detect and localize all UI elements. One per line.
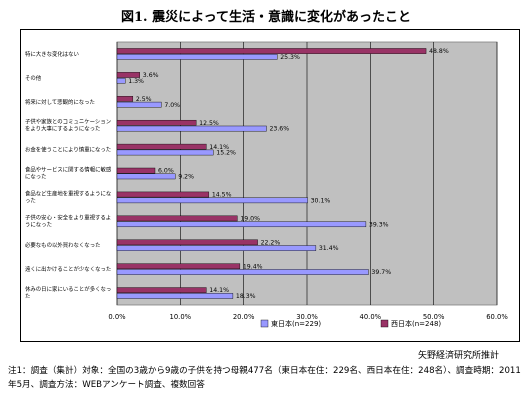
data-label: 31.4% — [319, 245, 339, 252]
data-label: 18.3% — [236, 293, 256, 300]
legend-label: 東日本(n=229) — [271, 319, 321, 328]
data-label: 22.2% — [261, 239, 281, 246]
category-label: 食品など生産地を重視するようになった — [25, 189, 112, 204]
data-label: 2.5% — [136, 96, 152, 103]
bar-east — [116, 293, 234, 299]
bar-east — [116, 245, 317, 251]
x-tick-label: 40.0% — [360, 313, 382, 321]
bar-west — [116, 119, 197, 126]
data-label: 14.1% — [209, 287, 229, 294]
data-label: 23.6% — [269, 126, 289, 133]
bar-west — [116, 96, 134, 102]
category-label: 特に大きな変化はない — [25, 50, 79, 58]
data-label: 3.6% — [143, 72, 159, 79]
bar-east — [116, 221, 367, 228]
data-label: 1.3% — [128, 78, 144, 85]
bar-east — [116, 197, 308, 204]
data-label: 6.0% — [158, 168, 174, 175]
data-label: 7.0% — [164, 102, 180, 109]
category-label: その他 — [25, 74, 42, 82]
data-label: 25.3% — [280, 54, 300, 61]
footnote: 注1：調査（集計）対象：全国の3歳から9歳の子供を持つ母親477名（東日本在住：… — [8, 366, 521, 390]
category-label: 必要なもの以外買わなくなった — [25, 241, 100, 249]
legend-label: 西日本(n=248) — [391, 319, 441, 328]
data-label: 9.2% — [178, 174, 194, 181]
chart-title: 図1. 震災によって生活・意識に変化があったこと — [120, 10, 412, 25]
x-tick-label: 0.0% — [108, 313, 126, 321]
category-label: 子供の安心・安全をより重視するようになった — [25, 213, 111, 228]
data-label: 12.5% — [199, 120, 219, 127]
x-tick-label: 60.0% — [486, 313, 508, 321]
category-label: お金を使うことにより慎重になった — [25, 146, 111, 154]
bar-chart: 0.0% 10.0% 20.0% 30.0% 40.0% 50.0% 60.0% 特に大きな変… — [25, 41, 508, 328]
source-credit: 矢野経済研究所推計 — [418, 351, 500, 361]
data-label: 14.5% — [212, 192, 232, 199]
data-label: 19.4% — [243, 263, 263, 270]
bar-east — [116, 269, 369, 275]
x-tick-label: 10.0% — [170, 313, 192, 321]
data-label: 30.1% — [311, 197, 331, 204]
bar-east — [116, 54, 278, 60]
bar-east — [116, 101, 162, 108]
category-label: 子供や家族とのコミュニケーションをより大事にするようになった — [25, 118, 111, 133]
chart-frame: 0.0% 10.0% 20.0% 30.0% 40.0% 50.0% 60.0% 特に大きな変… — [20, 29, 520, 342]
category-label: 休みの日に家にいることが多くなった — [25, 285, 111, 300]
bar-west — [116, 239, 258, 246]
category-label: 将来に対して悲観的になった — [25, 98, 95, 106]
legend-swatch-west — [380, 319, 389, 328]
data-label: 39.7% — [371, 269, 391, 276]
category-label: 食品やサービスに関する情報に敏感になった — [25, 166, 112, 181]
x-tick-label: 20.0% — [233, 313, 255, 321]
bar-west — [116, 191, 210, 198]
bar-east — [116, 149, 214, 156]
bar-west — [116, 215, 238, 222]
bar-west — [116, 167, 156, 174]
x-tick-label: 30.0% — [296, 313, 318, 321]
bar-west — [116, 287, 207, 293]
bar-east — [116, 125, 267, 132]
data-label: 14.1% — [209, 144, 229, 151]
bar-east — [116, 77, 126, 84]
bar-west — [116, 143, 207, 150]
data-label: 39.3% — [369, 221, 389, 228]
category-label: 遠くに出かけることが少なくなった — [25, 265, 111, 273]
bar-west — [116, 72, 140, 78]
x-tick-label: 50.0% — [423, 313, 445, 321]
data-label: 15.2% — [216, 150, 236, 157]
bar-east — [116, 173, 176, 180]
legend-swatch-east — [260, 319, 269, 328]
bar-west — [116, 48, 427, 54]
bar-west — [116, 263, 241, 270]
data-label: 19.0% — [240, 216, 260, 223]
data-label: 48.8% — [429, 48, 449, 55]
